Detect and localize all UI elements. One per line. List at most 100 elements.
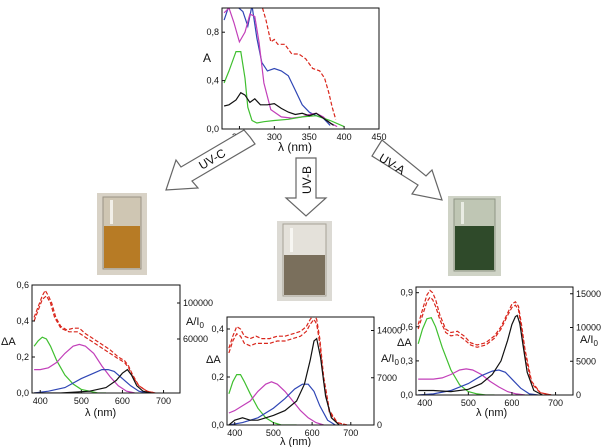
x-axis-label: λ (nm)	[476, 407, 507, 419]
y2-ticks: 0 5000 10000 15000	[570, 289, 601, 400]
series-line-red-dashed-0	[33, 289, 156, 393]
y2-axis-label-sub: 0	[394, 358, 399, 367]
x-tick-label: 350	[302, 132, 317, 142]
y2-tick-label: 100000	[183, 298, 213, 308]
y2-tick-label: 15000	[576, 289, 601, 299]
chart-uv-c-difference: 400 500 600 700 0,0 0,2 0,4 0,6 60000 100000 ΔA…	[1, 280, 213, 419]
x-tick-label: 600	[504, 398, 519, 408]
y-ticks: 0,0 0,2 0,4 0,6	[16, 280, 35, 398]
y-tick-label: 0,6	[400, 322, 413, 332]
series-line-blue-4	[34, 369, 148, 393]
plot-uv-c-series	[33, 289, 156, 393]
y2-tick-label: 14000	[377, 326, 402, 336]
y2-tick-label: 0	[377, 420, 382, 430]
series-line-red-dashed-0	[228, 317, 348, 425]
y2-ticks: 0 7000 14000	[371, 326, 402, 430]
series-line-green-2	[228, 374, 297, 425]
photo-uv-c	[97, 193, 147, 275]
y-tick-label: 0,0	[206, 124, 219, 134]
chart-top-absorbance: 250300350400450 0,00,40,8 A λ (nm)	[203, 7, 387, 154]
y-tick-label: 0,6	[16, 280, 29, 290]
plot-uv-a-series	[417, 289, 552, 395]
y2-tick-label: 0	[576, 390, 581, 400]
x-tick-label: 400	[337, 132, 352, 142]
series-line-black-5	[34, 368, 152, 393]
y-tick-label: 0,2	[211, 372, 224, 382]
plot-top-series	[223, 8, 345, 128]
y2-tick-label: 5000	[576, 356, 596, 366]
arrow-uv-b-label: UV-B	[300, 166, 314, 194]
y-tick-label: 0,8	[206, 27, 219, 37]
y-axis-label: ΔA	[397, 337, 412, 349]
y-tick-label: 0,3	[400, 356, 413, 366]
y2-axis-label-sub: 0	[199, 321, 204, 330]
x-tick-label: 500	[74, 396, 89, 406]
y-tick-label: 0,0	[211, 420, 224, 430]
series-line-green-2	[417, 316, 495, 395]
y2-axis-label-main: A/I	[186, 316, 199, 328]
series-line-red-dashed-0	[417, 289, 552, 395]
y2-axis-label: A/I0	[381, 353, 399, 367]
photo-uv-b-highlight	[290, 228, 293, 252]
x-ticks: 400 500 600 700	[227, 422, 358, 438]
chart-uv-a-difference: 400 500 600 700 0,0 0,3 0,6 0,9 0 5000 10000 1500…	[397, 286, 601, 419]
x-tick-label: 300	[267, 132, 282, 142]
x-tick-label: 600	[305, 428, 320, 438]
arrow-uv-b-shape	[284, 157, 328, 217]
y2-axis-label: A/I0	[580, 334, 598, 348]
y-tick-label: 0,2	[16, 352, 29, 362]
arrow-uv-c-shape	[165, 129, 256, 191]
y-tick-label: 0,4	[16, 316, 29, 326]
series-line-black-5	[228, 337, 340, 425]
x-tick-label: 700	[343, 428, 358, 438]
series-line-blue-1	[223, 8, 331, 126]
photo-uv-a-solution	[455, 226, 494, 270]
x-tick-label: 600	[115, 396, 130, 406]
series-line-red-dashed-0	[261, 8, 337, 120]
x-axis-label: λ (nm)	[280, 436, 311, 447]
arrow-uv-a: UV-A	[371, 139, 443, 201]
arrow-uv-b: UV-B	[284, 157, 328, 217]
photo-uv-b	[277, 221, 332, 301]
y2-axis-label-main: A/I	[381, 353, 394, 365]
x-axis-label: λ (nm)	[85, 407, 116, 419]
photo-uv-a-highlight	[461, 202, 464, 224]
x-tick-label: 400	[417, 398, 432, 408]
x-ticks: 400 500 600 700	[417, 392, 563, 408]
y2-ticks: 60000 100000	[177, 298, 213, 344]
chart-uv-b-difference: 400 500 600 700 0,0 0,2 0,4 0 7000 14000 ΔA A/I…	[206, 316, 402, 447]
plot-frame	[415, 286, 574, 396]
photo-uv-c-highlight	[110, 200, 113, 224]
x-tick-label: 500	[266, 428, 281, 438]
x-ticks: 400 500 600 700	[33, 390, 171, 406]
y-axis-label: ΔA	[1, 336, 16, 348]
y2-tick-label: 60000	[183, 334, 208, 344]
y2-axis-label-sub: 0	[593, 339, 598, 348]
y-axis-label: ΔA	[206, 354, 221, 366]
plot-frame	[31, 284, 181, 394]
series-line-black-4	[223, 91, 334, 126]
series-line-magenta-3	[228, 381, 324, 425]
arrow-uv-c: UV-C	[165, 129, 256, 191]
x-tick-label: 400	[227, 428, 242, 438]
x-tick-label: 450	[371, 132, 386, 142]
y2-tick-label: 10000	[576, 323, 601, 333]
y-ticks: 0,0 0,2 0,4	[211, 324, 230, 430]
y-ticks: 0,0 0,4 0,8	[206, 27, 225, 134]
y2-tick-label: 7000	[377, 373, 397, 383]
plot-uv-b-series	[228, 317, 348, 425]
y2-axis-label: A/I0	[186, 316, 204, 330]
y-tick-label: 0,0	[400, 390, 413, 400]
x-tick-label: 700	[156, 396, 171, 406]
photo-uv-b-solution	[284, 255, 325, 295]
plot-frame	[221, 7, 380, 130]
series-line-magenta-3	[418, 368, 526, 395]
x-tick-label: 400	[33, 396, 48, 406]
x-tick-label: 500	[461, 398, 476, 408]
y-tick-label: 0,4	[211, 324, 224, 334]
y-tick-label: 0,4	[206, 76, 219, 86]
series-line-magenta-2	[223, 8, 338, 128]
series-line-green-3	[223, 51, 345, 128]
y-tick-label: 0,0	[16, 388, 29, 398]
